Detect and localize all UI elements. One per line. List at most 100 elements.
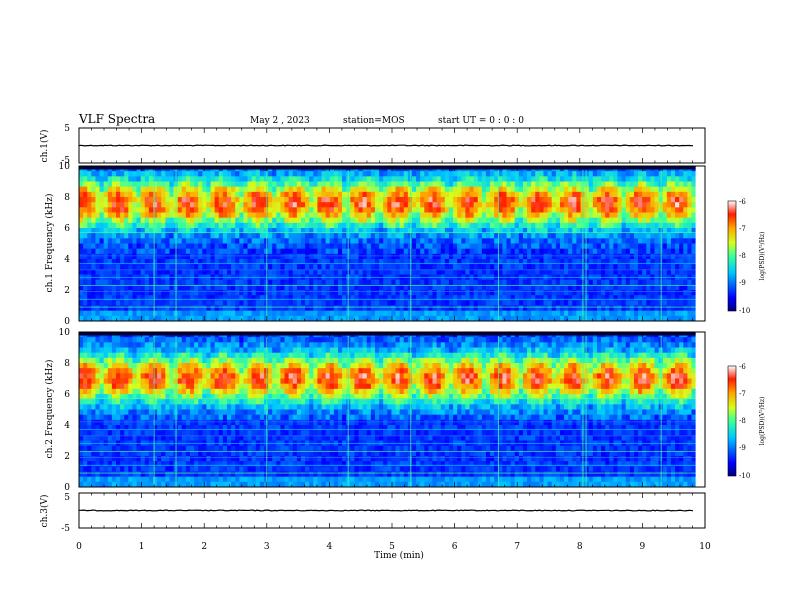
spectrogram-cell [280,280,285,286]
spectrogram-cell [457,295,462,301]
spectrogram-cell [655,187,660,193]
spectrogram-cell [371,233,376,239]
spectrogram-cell [457,182,462,188]
spectrogram-cell [609,244,614,250]
spectrogram-cell [322,311,327,317]
spectrogram-cell [396,176,401,182]
spectrogram-cell [572,223,577,229]
spectrogram-cell [424,197,429,203]
spectrogram-cell [190,187,195,193]
spectrogram-cell [260,192,265,198]
spectrogram-cell [445,218,450,224]
spectrogram-cell [252,311,257,317]
spectrogram-cell [515,182,520,188]
spectrogram-cell [313,176,318,182]
spectrogram-cell [231,202,236,208]
spectrogram-cell [445,202,450,208]
spectrogram-cell [334,238,339,244]
spectrogram-cell [313,213,318,219]
spectrogram-cell [523,218,528,224]
spectrogram-cell [83,182,88,188]
spectrogram-cell [544,264,549,270]
spectrogram-cell [572,280,577,286]
spectrogram-cell [194,223,199,229]
spectrogram-cell [478,300,483,306]
spectrogram-cell [441,295,446,301]
spectrogram-cell [564,182,569,188]
spectrogram-cell [424,207,429,213]
spectrogram-cell [256,300,261,306]
spectrogram-cell [194,182,199,188]
spectrogram-cell [161,238,166,244]
spectrogram-cell [108,384,113,390]
spectrogram-cell [556,182,561,188]
spectrogram-cell [626,295,631,301]
spectrogram-cell [453,202,458,208]
spectrogram-cell [202,254,207,260]
spectrogram-cell [157,311,162,317]
spectrogram-cell [227,306,232,312]
spectrogram-cell [108,213,113,219]
spectrogram-cell [556,311,561,317]
spectrogram-cell [112,182,117,188]
spectrogram-cell [482,295,487,301]
spectrogram-cell [552,233,557,239]
spectrogram-cell [692,223,697,229]
spectrogram-cell [379,249,384,255]
spectrogram-cell [305,223,310,229]
spectrogram-cell [589,213,594,219]
spectrogram-cell [239,197,244,203]
spectrogram-cell [326,187,331,193]
spectrogram-cell [157,171,162,177]
spectrogram-cell [556,223,561,229]
spectrogram-cell [457,192,462,198]
spectrogram-cell [572,202,577,208]
spectrogram-cell [211,202,216,208]
spectrogram-cell [91,358,96,364]
spectrogram-cell [359,280,364,286]
spectrogram-cell [334,223,339,229]
spectrogram-cell [264,311,269,317]
spectrogram-cell [560,223,565,229]
spectrogram-cell [330,264,335,270]
spectrogram-cell [198,218,203,224]
spectrogram-cell [100,182,105,188]
spectrogram-cell [638,233,643,239]
spectrogram-cell [420,197,425,203]
spectrogram-cell [289,249,294,255]
spectrogram-cell [564,300,569,306]
spectrogram-cell [124,182,129,188]
spectrogram-cell [523,207,528,213]
spectrogram-cell [182,176,187,182]
spectrogram-cell [445,244,450,250]
spectrogram-cell [597,311,602,317]
spectrogram-cell [605,233,610,239]
spectrogram-cell [297,176,302,182]
spectrogram-cell [552,249,557,255]
spectrogram-cell [502,218,507,224]
spectrogram-cell [449,249,454,255]
spectrogram-cell [465,182,470,188]
spectrogram-cell [379,192,384,198]
spectrogram-cell [548,295,553,301]
spectrogram-cell [428,290,433,296]
spectrogram-cell [692,187,697,193]
spectrogram-cell [219,213,224,219]
spectrogram-cell [309,176,314,182]
spectrogram-cell [301,202,306,208]
spectrogram-cell [428,264,433,270]
spectrogram-cell [428,192,433,198]
spectrogram-cell [408,233,413,239]
spectrogram-cell [498,197,503,203]
spectrogram-cell [474,280,479,286]
spectrogram-cell [95,368,100,374]
spectrogram-cell [104,404,109,410]
spectrogram-cell [223,306,228,312]
spectrogram-cell [83,264,88,270]
spectrogram-cell [408,254,413,260]
spectrogram-cell [239,207,244,213]
spectrogram-cell [692,280,697,286]
spectrogram-cell [128,306,133,312]
spectrogram-cell [486,171,491,177]
spectrogram-cell [120,290,125,296]
